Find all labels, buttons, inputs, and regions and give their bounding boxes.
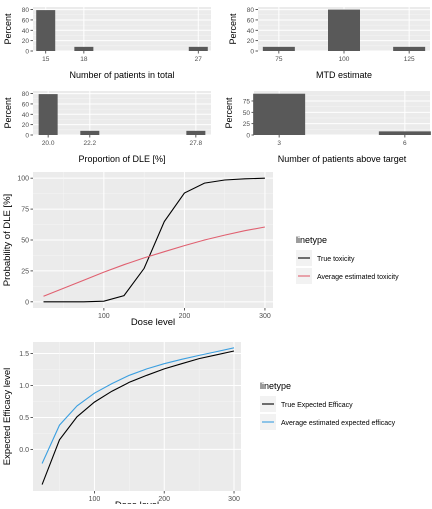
legend-title: linetype <box>296 235 327 245</box>
chart-panel-3: 0 20 40 60 80 20.0 22.2 27.8 Proportion of DLE [… <box>3 91 211 164</box>
x-tick-label: 15 <box>42 56 50 63</box>
legend-label: True Expected Efficacy <box>281 402 353 409</box>
y-axis-title: Percent <box>224 97 234 129</box>
y-tick-label: 40 <box>247 28 255 35</box>
series-line <box>43 177 265 303</box>
x-tick-label: 27.8 <box>190 140 203 147</box>
y-tick-label: 80 <box>22 7 30 14</box>
x-tick-label: 100 <box>98 313 110 320</box>
bar <box>38 94 58 135</box>
x-tick-label: 100 <box>89 496 101 503</box>
y-axis-title: Percent <box>3 13 13 45</box>
chart-panel-1: 0 20 40 60 80 15 18 27 Number of patients in tot… <box>3 7 211 80</box>
y-tick-label: 50 <box>21 238 29 245</box>
x-axis-title: Dose level <box>115 500 159 504</box>
x-tick-label: 75 <box>275 56 283 63</box>
x-tick-label: 300 <box>259 313 271 320</box>
y-tick-label: 0 <box>25 49 29 56</box>
x-tick-label: 27 <box>195 56 203 63</box>
legend-label: Average estimated expected efficacy <box>281 420 396 427</box>
chart-panel-5: 0 25 50 75 100 100 200 300 linetype True toxicity… <box>2 172 399 328</box>
y-tick-label: 0 <box>25 299 29 306</box>
bar <box>36 10 56 52</box>
y-tick-label: 60 <box>247 17 255 24</box>
series-line <box>43 226 265 297</box>
y-tick-label: 0 <box>246 133 250 140</box>
bar <box>393 46 426 51</box>
y-tick-label: 25 <box>243 121 251 128</box>
panel-background <box>33 342 241 491</box>
x-tick-label: 200 <box>158 496 170 503</box>
bar <box>378 131 431 135</box>
y-tick-label: 80 <box>22 91 30 98</box>
legend-label: Average estimated toxicity <box>317 274 399 281</box>
chart-panel-6: 0.0 0.5 1.0 1.5 100 200 300 linetype True Expect… <box>2 342 396 509</box>
chart-panel-4: 0 25 50 75 3 6 Number of patients above target… <box>224 91 431 164</box>
y-tick-label: 1.5 <box>19 351 29 358</box>
y-tick-label: 0.0 <box>19 447 29 454</box>
legend-title: linetype <box>260 381 291 391</box>
y-tick-label: 25 <box>21 268 29 275</box>
x-tick-label: 300 <box>228 496 240 503</box>
y-tick-label: 0.5 <box>19 415 29 422</box>
x-tick-label: 200 <box>179 313 191 320</box>
y-tick-label: 0 <box>25 133 29 140</box>
y-tick-label: 50 <box>243 110 251 117</box>
series-line <box>41 350 235 485</box>
legend-label: True toxicity <box>317 256 355 263</box>
y-tick-label: 75 <box>243 98 251 105</box>
series-line <box>41 347 235 464</box>
y-axis-title: Percent <box>3 97 13 129</box>
x-axis-title: Number of patients in total <box>69 70 174 80</box>
y-tick-label: 0 <box>250 49 254 56</box>
y-tick-label: 20 <box>22 122 30 129</box>
y-tick-label: 20 <box>247 38 255 45</box>
x-tick-label: 18 <box>80 56 88 63</box>
bar <box>188 46 208 51</box>
x-axis-title: MTD estimate <box>316 70 372 80</box>
bar <box>186 130 206 135</box>
y-tick-label: 60 <box>22 17 30 24</box>
x-tick-label: 100 <box>339 56 350 63</box>
y-axis-title: Percent <box>228 13 238 45</box>
x-tick-label: 125 <box>404 56 415 63</box>
panel-background <box>33 91 211 135</box>
y-tick-label: 80 <box>247 7 255 14</box>
x-axis-title: Number of patients above target <box>278 154 407 164</box>
y-axis-title: Probability of DLE [%] <box>2 194 13 286</box>
y-axis-title: Expected Efficacy level <box>2 368 13 466</box>
y-tick-label: 20 <box>22 38 30 45</box>
x-tick-label: 22.2 <box>83 140 96 147</box>
bar <box>74 46 94 51</box>
y-tick-label: 75 <box>21 207 29 214</box>
y-tick-label: 40 <box>22 28 30 35</box>
x-axis-title: Dose level <box>131 317 175 328</box>
x-axis-title: Proportion of DLE [%] <box>78 154 165 164</box>
chart-panel-2: 0 20 40 60 80 75 100 125 MTD estimate Percent <box>228 7 430 80</box>
x-tick-label: 6 <box>403 140 407 147</box>
y-tick-label: 60 <box>22 101 30 108</box>
x-tick-label: 20.0 <box>42 140 55 147</box>
bar <box>80 130 100 135</box>
y-tick-label: 1.0 <box>19 383 29 390</box>
x-tick-label: 3 <box>277 140 281 147</box>
bar <box>253 93 306 135</box>
bar <box>262 46 295 51</box>
panel-background <box>33 7 211 51</box>
y-tick-label: 40 <box>22 112 30 119</box>
bar <box>328 9 360 52</box>
y-tick-label: 100 <box>17 176 29 183</box>
